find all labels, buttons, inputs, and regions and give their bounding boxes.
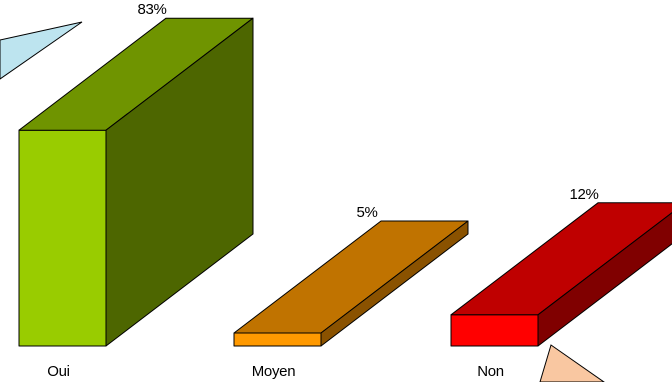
bar-oui-side	[105, 17, 254, 347]
callout-shape-top-left	[0, 21, 83, 80]
value-label-oui: 83%	[137, 1, 166, 18]
value-labels-group: 83% 5% 12%	[137, 1, 598, 221]
bar-moyen	[233, 220, 469, 347]
bar-moyen-side	[320, 220, 469, 347]
bar-moyen-front	[233, 332, 322, 347]
bar-non	[450, 202, 672, 347]
category-label-moyen: Moyen	[252, 363, 296, 380]
bar-oui	[18, 17, 254, 347]
bar-non-front	[450, 314, 539, 347]
value-label-moyen: 5%	[356, 204, 377, 221]
category-label-non: Non	[477, 363, 504, 380]
bar-non-top	[450, 202, 672, 316]
bar-non-side	[537, 212, 672, 347]
bar-oui-front	[18, 129, 107, 347]
category-labels-group: Oui Moyen Non	[47, 363, 504, 380]
callout-shape-bottom-right	[539, 344, 605, 382]
value-label-non: 12%	[569, 186, 598, 203]
bars-group	[18, 17, 672, 347]
category-label-oui: Oui	[47, 363, 69, 380]
